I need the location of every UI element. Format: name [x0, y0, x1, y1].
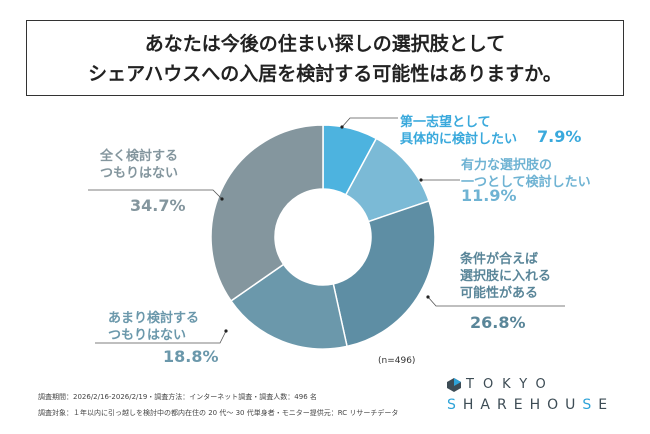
donut-slice-3 — [332, 199, 436, 348]
slice-label-1: 第一志望として 具体的に検討したい — [400, 115, 518, 147]
slice-label-4: あまり検討する つもりはない — [108, 311, 200, 343]
slice-value-5: 34.7% — [130, 196, 186, 215]
footer-survey-target: 調査対象：１年以内に引っ越しを検討中の都内在住の 20 代～ 30 代単身者・モ… — [38, 409, 399, 417]
donut-slice-5 — [210, 124, 324, 302]
slice-value-3: 26.8% — [470, 313, 526, 332]
slice-value-2: 11.9% — [461, 186, 517, 205]
slice-label-3: 条件が合えば 選択肢に入れる 可能性がある — [460, 252, 552, 301]
logo-mark-icon — [447, 378, 461, 392]
logo-sharehouse: SHAREHOUSE — [447, 397, 615, 413]
slice-value-1: 7.9% — [537, 127, 582, 146]
leader-lines — [88, 117, 565, 344]
logo-tokyo: TOKYO — [466, 377, 555, 392]
footer-survey-period: 調査期間：2026/2/16-2026/2/19・調査方法：インターネット調査・… — [38, 393, 317, 401]
slice-value-4: 18.8% — [163, 347, 219, 366]
donut-slice-4 — [229, 263, 348, 350]
slice-label-5: 全く検討する つもりはない — [100, 149, 179, 181]
slice-label-2: 有力な選択肢の 一つとして検討したい — [461, 158, 591, 190]
title-line-2: シェアハウスへの入居を検討する可能性はありますか。 — [88, 63, 562, 85]
chart-title: あなたは今後の住まい探しの選択肢として シェアハウスへの入居を検討する可能性はあ… — [26, 20, 624, 96]
sample-size: (n=496) — [378, 356, 416, 366]
title-line-1: あなたは今後の住まい探しの選択肢として — [144, 33, 506, 55]
